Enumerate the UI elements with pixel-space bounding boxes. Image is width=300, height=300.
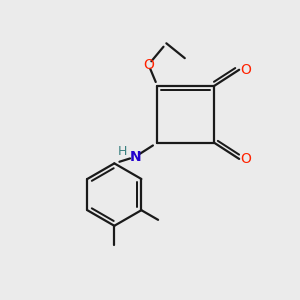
Text: O: O bbox=[240, 152, 251, 166]
Text: O: O bbox=[240, 63, 251, 77]
Text: H: H bbox=[118, 145, 127, 158]
Text: N: N bbox=[130, 150, 142, 164]
Text: O: O bbox=[143, 58, 154, 72]
